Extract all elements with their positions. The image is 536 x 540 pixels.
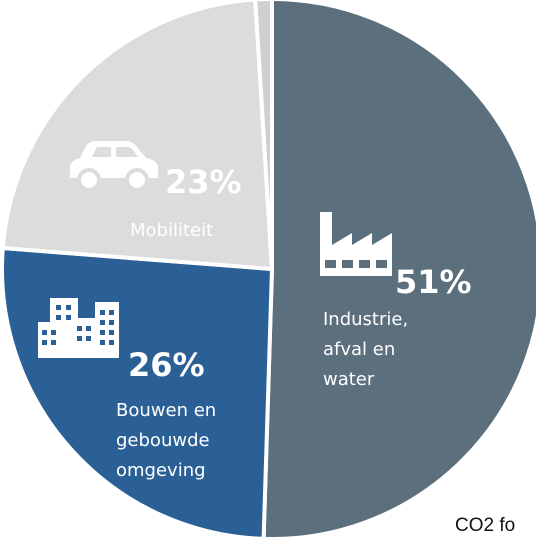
footnote: CO2 fo: [455, 515, 516, 536]
pie-slice-mobiliteit: [0, 0, 274, 271]
slice-percent-bouwen: 26%: [128, 346, 205, 384]
slice-label-bouwen-line-3: omgeving: [116, 460, 206, 481]
pie-slice-industrie: [261, 0, 536, 540]
slice-label-industrie-line-2: afval en: [323, 339, 395, 360]
slice-label-industrie-line-1: Industrie,: [323, 309, 408, 330]
slice-label-mobiliteit: 23% Mobiliteit: [130, 163, 242, 241]
pie-slice-bouwen: [0, 246, 274, 540]
slice-label-bouwen: 26% Bouwen en gebouwde omgeving: [116, 346, 216, 481]
buildings-icon: [38, 298, 119, 358]
slice-label-industrie-line-3: water: [323, 369, 375, 390]
car-icon: [70, 141, 158, 192]
slice-label-bouwen-line-2: gebouwde: [116, 430, 210, 451]
pie-slice-overig: [253, 0, 274, 271]
slice-percent-industrie: 51%: [395, 263, 472, 301]
slice-percent-mobiliteit: 23%: [165, 163, 242, 201]
slice-label-bouwen-line-1: Bouwen en: [116, 400, 216, 421]
factory-icon: [320, 212, 392, 276]
slice-label-industrie: 51% Industrie, afval en water: [323, 263, 472, 390]
slice-label-mobiliteit-line-1: Mobiliteit: [130, 220, 213, 241]
